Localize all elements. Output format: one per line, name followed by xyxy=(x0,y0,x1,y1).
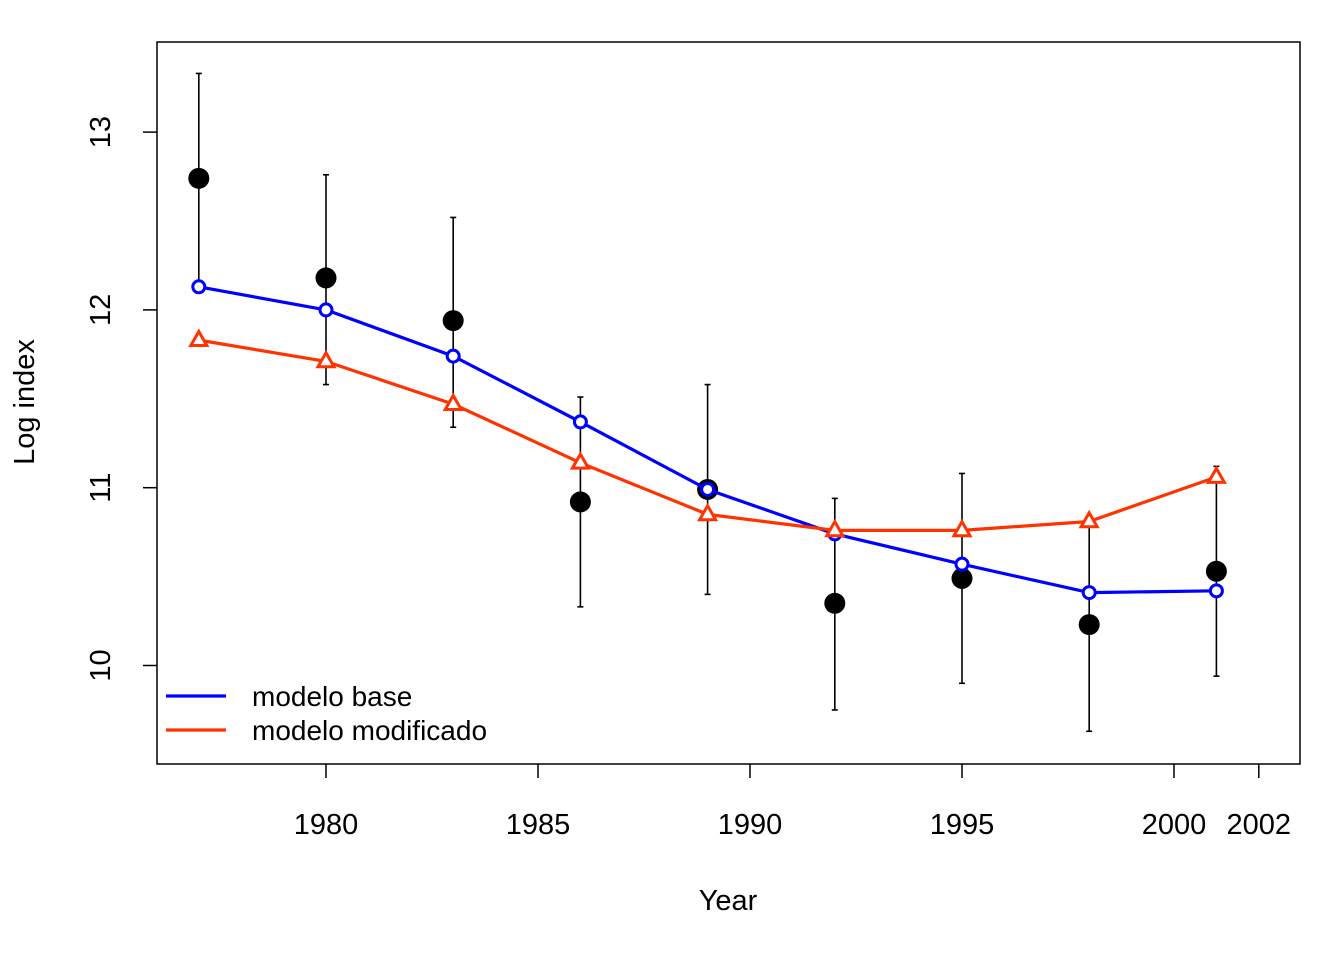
observed-point xyxy=(1078,614,1100,636)
observed-point xyxy=(1205,560,1227,582)
series-point-modelo-base xyxy=(445,348,461,364)
y-tick-label: 13 xyxy=(85,116,117,148)
observed-point xyxy=(442,310,464,332)
observed-point xyxy=(951,567,973,589)
x-axis-title: Year xyxy=(699,885,758,917)
series-point-modelo-modificado xyxy=(188,328,210,347)
x-tick-label: 1990 xyxy=(718,809,783,841)
series-point-modelo-base xyxy=(191,279,207,295)
x-axis: 1980 1985 1990 1995 2000 2002 xyxy=(294,764,1291,841)
series-point-modelo-base xyxy=(1081,585,1097,601)
series-point-modelo-modificado xyxy=(569,451,591,470)
y-tick-label: 11 xyxy=(85,473,117,503)
x-tick-label: 2000 xyxy=(1142,809,1207,841)
series-point-modelo-modificado xyxy=(1205,465,1227,484)
legend-label: modelo modificado xyxy=(252,715,487,746)
error-bars xyxy=(195,72,1220,733)
y-tick-label: 12 xyxy=(85,294,117,326)
series-point-modelo-modificado xyxy=(442,392,464,411)
x-tick-label: 2002 xyxy=(1227,809,1292,841)
observed-point xyxy=(188,167,210,189)
model-lines xyxy=(188,279,1227,601)
series-point-modelo-modificado xyxy=(315,349,337,369)
series-point-modelo-modificado xyxy=(824,518,846,538)
series-point-modelo-base xyxy=(954,556,970,572)
series-point-modelo-base xyxy=(700,481,716,497)
series-point-modelo-base xyxy=(1208,583,1224,599)
legend-label: modelo base xyxy=(252,681,412,712)
observed-point xyxy=(824,592,846,614)
series-point-modelo-modificado xyxy=(697,502,719,522)
plot-box xyxy=(156,41,1301,765)
y-axis-title: Log index xyxy=(9,339,41,465)
observed-point xyxy=(315,267,337,289)
x-tick-label: 1995 xyxy=(930,809,995,841)
y-tick-label: 10 xyxy=(85,649,117,681)
series-point-modelo-base xyxy=(318,302,334,318)
y-axis: 10 11 12 13 xyxy=(85,116,157,682)
observed-point xyxy=(569,491,591,513)
series-point-modelo-modificado xyxy=(951,518,973,538)
series-point-modelo-base xyxy=(572,414,588,430)
series-point-modelo-modificado xyxy=(1078,509,1100,529)
x-tick-label: 1985 xyxy=(506,809,571,841)
x-tick-label: 1980 xyxy=(294,809,359,841)
